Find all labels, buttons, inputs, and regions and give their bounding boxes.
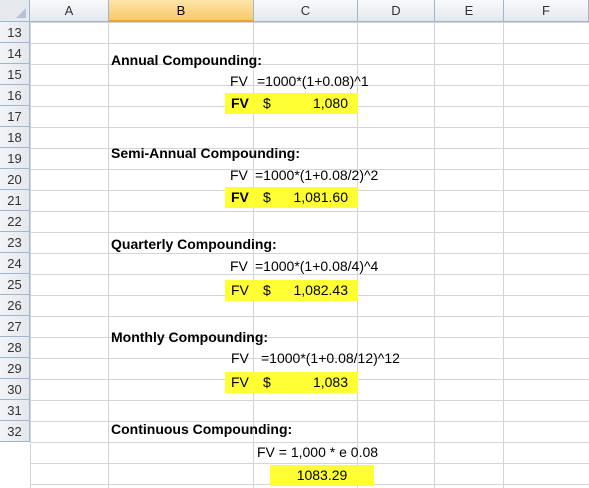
row-header-26[interactable]: 26 (0, 295, 30, 316)
select-all-triangle (16, 8, 26, 18)
annual-formula: =1000*(1+0.08)^1 (257, 73, 369, 89)
row-header-29[interactable]: 29 (0, 358, 30, 379)
monthly-formula: =1000*(1+0.08/12)^12 (261, 350, 400, 366)
monthly-currency: $ (263, 374, 271, 390)
select-all-corner[interactable] (0, 0, 30, 22)
row-header-24[interactable]: 24 (0, 253, 30, 274)
column-header-d[interactable]: D (358, 0, 435, 22)
quarterly-result-label: FV (231, 282, 249, 298)
semi-result[interactable]: FV $ 1,081.60 (225, 187, 358, 208)
row-header-13[interactable]: 13 (0, 22, 30, 43)
quarterly-currency: $ (263, 282, 271, 298)
annual-result-label: FV (231, 95, 249, 111)
annual-title: Annual Compounding: (111, 52, 262, 68)
row-header-18[interactable]: 18 (0, 127, 30, 148)
row-header-31[interactable]: 31 (0, 400, 30, 421)
column-header-c[interactable]: C (254, 0, 358, 22)
gridline-col-c (357, 22, 358, 488)
quarterly-value: 1,082.43 (293, 282, 349, 298)
semi-result-label: FV (231, 189, 249, 205)
column-header-e[interactable]: E (435, 0, 504, 22)
gridline-col-d (434, 22, 435, 488)
continuous-value: 1083.29 (296, 467, 348, 483)
annual-value: 1,080 (312, 95, 348, 111)
row-header-15[interactable]: 15 (0, 64, 30, 85)
gridline-col-a (108, 22, 109, 488)
row-header-23[interactable]: 23 (0, 232, 30, 253)
row-header-19[interactable]: 19 (0, 148, 30, 169)
annual-formula-label: FV (230, 73, 248, 89)
semi-formula: =1000*(1+0.08/2)^2 (255, 167, 379, 183)
semi-formula-label: FV (230, 167, 248, 183)
monthly-title: Monthly Compounding: (111, 329, 269, 345)
row-header-21[interactable]: 21 (0, 190, 30, 211)
row-header-30[interactable]: 30 (0, 379, 30, 400)
gridline-col-e (503, 22, 504, 488)
quarterly-formula: =1000*(1+0.08/4)^4 (255, 258, 379, 274)
quarterly-formula-label: FV (230, 258, 248, 274)
row-header-16[interactable]: 16 (0, 85, 30, 106)
continuous-title: Continuous Compounding: (111, 421, 293, 437)
row-header-22[interactable]: 22 (0, 211, 30, 232)
column-header-f[interactable]: F (504, 0, 589, 22)
column-header-b[interactable]: B (109, 0, 254, 22)
column-header-a[interactable]: A (30, 0, 109, 22)
row-header-25[interactable]: 25 (0, 274, 30, 295)
monthly-result[interactable]: FV $ 1,083 (225, 372, 358, 393)
row-header-28[interactable]: 28 (0, 337, 30, 358)
monthly-value: 1,083 (312, 374, 348, 390)
quarterly-result[interactable]: FV $ 1,082.43 (225, 280, 358, 301)
semi-currency: $ (263, 189, 271, 205)
semi-title: Semi-Annual Compounding: (111, 145, 300, 161)
row-header-17[interactable]: 17 (0, 106, 30, 127)
annual-result[interactable]: FV $ 1,080 (225, 93, 358, 114)
semi-value: 1,081.60 (293, 189, 349, 205)
row-header-32[interactable]: 32 (0, 421, 30, 442)
row-header-20[interactable]: 20 (0, 169, 30, 190)
monthly-formula-label: FV (231, 350, 249, 366)
continuous-formula: FV = 1,000 * e 0.08 (257, 444, 379, 460)
continuous-result[interactable]: 1083.29 (270, 465, 374, 486)
row-header-14[interactable]: 14 (0, 43, 30, 64)
annual-currency: $ (263, 95, 271, 111)
monthly-result-label: FV (231, 374, 249, 390)
quarterly-title: Quarterly Compounding: (111, 236, 277, 252)
gridline-col-b (253, 22, 254, 488)
row-header-27[interactable]: 27 (0, 316, 30, 337)
